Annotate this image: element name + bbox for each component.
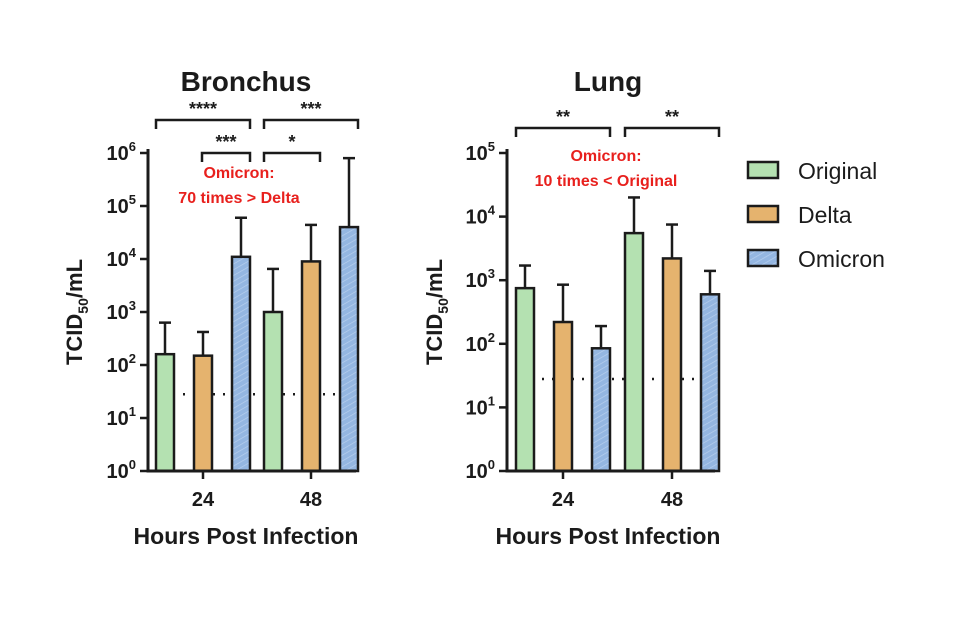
x-tick-label: 48 <box>661 489 683 511</box>
y-tick-label: 105 <box>466 139 495 165</box>
significance-bracket <box>200 151 252 162</box>
bar-delta-24 <box>192 354 214 473</box>
chart-title: Bronchus <box>181 66 312 97</box>
annotation-text: 70 times > Delta <box>178 190 300 207</box>
significance-label: ** <box>556 107 570 127</box>
significance-bracket <box>154 118 252 129</box>
legend-label-delta: Delta <box>798 202 852 228</box>
bar-delta-48 <box>300 260 322 473</box>
x-tick-label: 48 <box>300 489 322 511</box>
bar-original-24 <box>154 352 176 473</box>
y-tick-label: 101 <box>466 393 495 419</box>
bar-delta-48 <box>661 257 683 473</box>
significance-label: **** <box>189 99 217 119</box>
significance-label: ** <box>665 107 679 127</box>
x-axis-label: Hours Post Infection <box>134 523 359 549</box>
lung-panel: Lung 100 101 102 103 104 105 TCID50/mL 24 48 Hours… <box>422 66 720 549</box>
significance-label: * <box>288 132 295 152</box>
y-tick-label: 100 <box>107 457 136 483</box>
legend: Original Delta Omicron <box>746 158 885 272</box>
legend-label-omicron: Omicron <box>798 246 885 272</box>
bar-original-48 <box>262 310 284 473</box>
x-tick-label: 24 <box>192 489 215 511</box>
legend-swatch-delta <box>746 204 780 224</box>
y-tick-label: 106 <box>107 139 136 165</box>
annotation-text: Omicron: <box>570 148 641 165</box>
y-tick-label: 103 <box>466 266 495 292</box>
significance-label: *** <box>215 132 236 152</box>
x-tick-label: 24 <box>552 489 575 511</box>
bar-omicron-24 <box>590 347 612 473</box>
significance-bracket <box>623 126 721 137</box>
significance-bracket <box>262 151 322 162</box>
chart-title: Lung <box>574 66 642 97</box>
legend-swatch-original <box>746 160 780 180</box>
y-axis-label: TCID50/mL <box>422 259 451 365</box>
significance-bracket <box>262 118 360 129</box>
annotation-text: Omicron: <box>203 165 274 182</box>
annotation-text: 10 times < Original <box>535 173 678 190</box>
significance-bracket <box>514 126 612 137</box>
bar-omicron-48 <box>699 293 721 473</box>
bar-original-48 <box>623 231 645 473</box>
significance-label: *** <box>300 99 321 119</box>
bar-omicron-48 <box>338 225 360 473</box>
bronchus-panel: Bronchus 100 101 102 103 104 105 106 TCID50/mL 24… <box>62 66 360 549</box>
legend-swatch-omicron <box>746 248 780 268</box>
legend-label-original: Original <box>798 158 877 184</box>
y-axis-label: TCID50/mL <box>62 259 91 365</box>
y-tick-label: 104 <box>107 245 137 271</box>
y-tick-label: 102 <box>466 330 495 356</box>
y-tick-label: 102 <box>107 351 136 377</box>
y-tick-label: 100 <box>466 457 495 483</box>
y-tick-label: 101 <box>107 404 136 430</box>
bar-omicron-24 <box>230 255 252 473</box>
y-tick-label: 104 <box>466 203 496 229</box>
x-axis-label: Hours Post Infection <box>496 523 721 549</box>
bar-original-24 <box>514 286 536 473</box>
bar-delta-24 <box>552 320 574 473</box>
y-tick-label: 103 <box>107 298 136 324</box>
y-tick-label: 105 <box>107 192 136 218</box>
